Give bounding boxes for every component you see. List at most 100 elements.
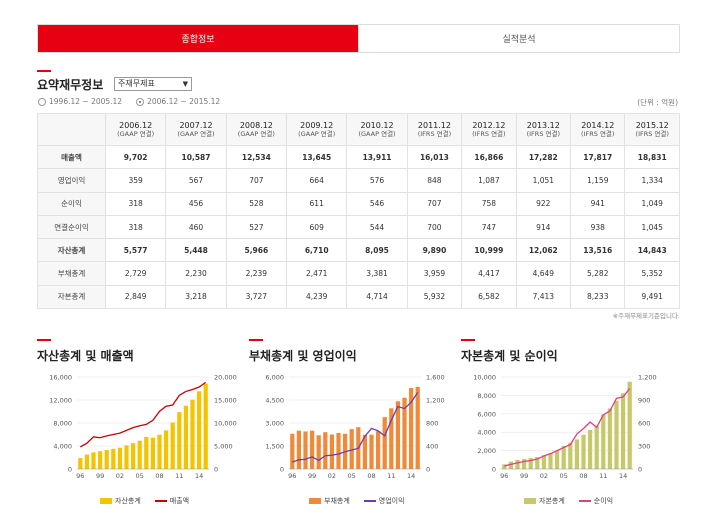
- table-cell: 12,534: [225, 144, 288, 170]
- table-cell: 848: [406, 168, 463, 193]
- x-tick-label: 08: [579, 472, 587, 480]
- bar: [541, 455, 547, 469]
- table-cell: 567: [165, 168, 227, 193]
- table-cell: 938: [570, 214, 626, 240]
- bar: [521, 458, 527, 469]
- right-tick-label: 0: [638, 466, 642, 474]
- column-year: 2015.12: [635, 120, 669, 130]
- table-cell: 13,516: [570, 238, 626, 263]
- table-cell: 9,702: [104, 144, 167, 170]
- bar: [329, 434, 335, 469]
- right-tick-label: 400: [426, 443, 438, 451]
- legend-label: 영업이익: [378, 497, 405, 505]
- row-label: 부채총계: [37, 261, 106, 286]
- table-cell: 18,831: [624, 144, 680, 170]
- column-standard: (IFRS 연결): [472, 129, 506, 138]
- table-cell: 17,817: [570, 144, 626, 170]
- table-cell: 1,045: [624, 214, 680, 240]
- table-cell: 3,218: [165, 284, 227, 310]
- statement-select-value: 주재무제표: [118, 79, 155, 88]
- table-row: 자본총계 2,849 3,218 3,727 4,239 4,714 5,932 6,582 7…: [37, 284, 680, 310]
- row-label: 연결순이익: [37, 214, 106, 240]
- column-standard: (GAAP 연결): [358, 129, 396, 138]
- table-cell: 2,230: [165, 261, 227, 286]
- column-header: 2006.12 (GAAP 연결): [104, 113, 167, 146]
- bar: [395, 401, 401, 469]
- x-tick-label: 99: [520, 472, 528, 480]
- table-cell: 17,282: [515, 144, 572, 170]
- x-tick-label: 05: [348, 472, 356, 480]
- legend-item: 부채총계: [309, 496, 350, 506]
- bar: [316, 435, 321, 469]
- column-header: 2010.12 (GAAP 연결): [346, 113, 408, 146]
- legend-swatch-icon: [309, 498, 321, 504]
- table-cell: 460: [165, 214, 227, 240]
- column-standard: (GAAP 연결): [117, 129, 155, 138]
- column-year: 2011.12: [417, 120, 451, 130]
- chart2-accent: [249, 339, 263, 341]
- bar: [323, 432, 328, 469]
- table-cell: 318: [104, 214, 167, 240]
- left-tick-label: 4,000: [53, 443, 72, 451]
- bar: [375, 431, 381, 469]
- bar: [581, 434, 586, 469]
- table-cell: 3,727: [225, 284, 288, 310]
- bar: [91, 452, 96, 469]
- right-tick-label: 15,000: [214, 397, 237, 405]
- bar: [574, 439, 580, 469]
- table-row: 부채총계 2,729 2,230 2,239 2,471 3,381 3,959 4,417 4…: [37, 261, 680, 286]
- left-tick-label: 16,000: [49, 374, 72, 382]
- series-line: [504, 388, 631, 467]
- right-tick-label: 10,000: [214, 420, 237, 428]
- table-cell: 747: [461, 214, 517, 240]
- radio-icon: [38, 97, 46, 106]
- bar: [78, 458, 83, 469]
- bar: [627, 381, 632, 469]
- financial-summary-table: 2006.12 (GAAP 연결) 2007.12 (GAAP 연결) 2008.12(…: [37, 113, 680, 310]
- column-header: 2009.12 (GAAP 연결): [286, 113, 348, 146]
- table-cell: 5,352: [624, 261, 680, 286]
- right-tick-label: 1,600: [426, 374, 445, 382]
- statement-select[interactable]: 주재무제표 ▼: [114, 77, 192, 91]
- tab-performance[interactable]: 실적분석: [358, 25, 679, 52]
- table-cell: 922: [515, 191, 572, 216]
- bar: [196, 391, 202, 469]
- right-tick-label: 1,200: [638, 374, 657, 382]
- x-tick-label: 02: [328, 472, 336, 480]
- table-cell: 914: [515, 214, 572, 240]
- legend-swatch-icon: [524, 498, 536, 504]
- left-tick-label: 8,000: [53, 420, 72, 428]
- period-radio-1[interactable]: 1996.12 ~ 2005.12: [38, 97, 122, 106]
- column-year: 2014.12: [581, 120, 615, 130]
- right-tick-label: 300: [638, 443, 650, 451]
- bar: [620, 393, 626, 469]
- table-cell: 528: [225, 191, 288, 216]
- table-cell: 10,587: [165, 144, 227, 170]
- table-cell: 527: [225, 214, 288, 240]
- legend-label: 순이익: [593, 497, 614, 505]
- chart2-legend: 부채총계 영업이익: [309, 496, 405, 506]
- column-header: 2008.12 (GAAP 연결): [225, 113, 288, 146]
- period-radio-2[interactable]: 2006.12 ~ 2015.12: [136, 97, 220, 106]
- x-tick-label: 14: [407, 472, 415, 480]
- x-tick-label: 08: [367, 472, 375, 480]
- tab-bar: 종합정보 실적분석: [37, 24, 680, 53]
- table-cell: 456: [165, 191, 227, 216]
- bar: [594, 425, 599, 469]
- table-cell: 609: [286, 214, 348, 240]
- left-tick-label: 4,500: [265, 397, 284, 405]
- bar: [296, 430, 302, 469]
- left-tick-label: 6,000: [477, 410, 496, 418]
- legend-item: 자본총계: [524, 496, 565, 506]
- table-corner: [37, 113, 106, 146]
- left-tick-label: 6,000: [265, 374, 284, 382]
- table-cell: 13,911: [346, 144, 408, 170]
- column-year: 2012.12: [472, 120, 506, 130]
- bar: [111, 448, 116, 469]
- chart-debt-opincome: 0 1,500 3,000 4,500 6,000 0 400 800 1,200 1,600 96…: [265, 374, 445, 481]
- x-tick-label: 99: [308, 472, 316, 480]
- legend-label: 자산총계: [115, 497, 141, 505]
- table-cell: 2,729: [104, 261, 167, 286]
- column-standard: (GAAP 연결): [177, 129, 215, 138]
- tab-overview[interactable]: 종합정보: [38, 25, 358, 52]
